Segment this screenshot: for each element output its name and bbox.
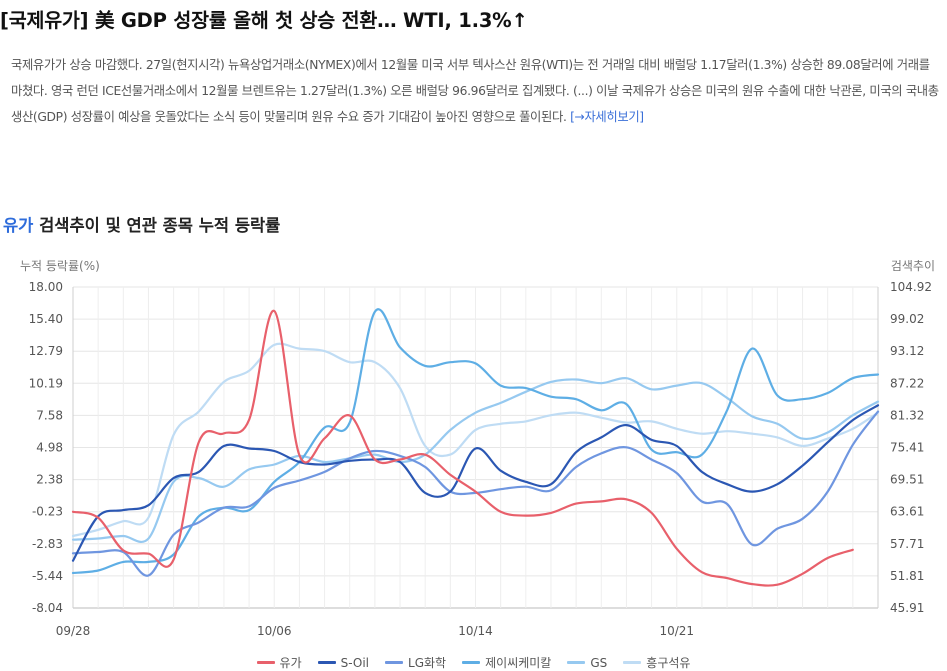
read-more-link[interactable]: [→자세히보기] (570, 110, 644, 124)
chart-legend: 유가 S-Oil LG화학 제이씨케미칼 GS 흥구석유 (0, 653, 947, 671)
right-tick-label: 45.91 (890, 601, 924, 615)
right-axis-title: 검색추이 (890, 259, 935, 273)
section-keyword: 유가 (3, 216, 34, 235)
headline: [국제유가] 美 GDP 성장률 올해 첫 상승 전환… WTI, 1.3%↑ (0, 9, 528, 32)
left-tick-label: -8.04 (32, 601, 63, 615)
right-tick-label: 51.81 (890, 569, 924, 583)
legend-item-1[interactable]: S-Oil (317, 655, 370, 670)
right-tick-label: 75.41 (890, 441, 924, 455)
left-tick-label: 2.38 (36, 473, 63, 487)
left-tick-label: -0.23 (32, 505, 63, 519)
left-tick-label: -2.83 (32, 537, 63, 551)
legend-item-5[interactable]: 흥구석유 (623, 654, 690, 671)
legend-swatch (256, 661, 275, 664)
series-line-5 (71, 342, 880, 538)
x-tick-label: 10/14 (458, 624, 493, 638)
right-tick-label: 87.22 (890, 376, 924, 390)
section-title-text: 검색추이 및 연관 종목 누적 등락률 (33, 216, 281, 235)
left-tick-label: 12.79 (29, 344, 63, 358)
x-tick-label: 10/21 (659, 624, 694, 638)
legend-item-4[interactable]: GS (567, 656, 607, 670)
legend-swatch (385, 661, 404, 664)
x-tick-label: 10/06 (257, 624, 292, 638)
section-title: 유가 검색추이 및 연관 종목 누적 등락률 (3, 212, 280, 236)
legend-swatch (317, 661, 336, 664)
right-tick-label: 93.12 (890, 344, 924, 358)
legend-item-3[interactable]: 제이씨케미칼 (462, 654, 551, 671)
left-tick-label: 7.58 (36, 408, 63, 422)
legend-swatch (623, 661, 642, 664)
legend-label: 유가 (279, 656, 302, 670)
left-tick-label: 15.40 (29, 312, 63, 326)
left-tick-label: 10.19 (29, 376, 63, 390)
left-axis-title: 누적 등락률(%) (20, 259, 100, 273)
legend-label: 흥구석유 (646, 656, 691, 670)
legend-label: LG화학 (408, 656, 447, 670)
right-tick-label: 69.51 (890, 473, 924, 487)
left-tick-label: 4.98 (36, 441, 63, 455)
right-tick-label: 81.32 (890, 408, 924, 422)
series-line-4 (71, 377, 880, 544)
axis-ticks: 18.00 104.92 15.40 99.02 12.79 93.12 10.19 87.2… (29, 280, 932, 638)
left-tick-label: 18.00 (29, 280, 63, 294)
x-tick-label: 09/28 (56, 624, 91, 638)
legend-item-0[interactable]: 유가 (256, 654, 302, 671)
series-line-0 (71, 309, 854, 587)
right-tick-label: 57.71 (890, 537, 924, 551)
right-tick-label: 104.92 (890, 280, 932, 294)
legend-label: 제이씨케미칼 (485, 656, 552, 670)
series-line-3 (71, 308, 880, 575)
right-tick-label: 99.02 (890, 312, 924, 326)
series-lines (71, 308, 880, 587)
article-summary: 국제유가가 상승 마감했다. 27일(현지시각) 뉴욕상업거래소(NYMEX)에… (11, 52, 943, 130)
series-line-1 (71, 404, 880, 562)
legend-item-2[interactable]: LG화학 (385, 654, 446, 671)
legend-swatch (567, 661, 586, 664)
line-chart: 18.00 104.92 15.40 99.02 12.79 93.12 10.19 87.2… (29, 280, 932, 638)
gridlines (72, 286, 879, 609)
legend-label: GS (590, 655, 608, 670)
legend-label: S-Oil (340, 655, 370, 670)
left-tick-label: -5.44 (32, 569, 63, 583)
right-tick-label: 63.61 (890, 505, 924, 519)
legend-swatch (462, 661, 481, 664)
article-body: 국제유가가 상승 마감했다. 27일(현지시각) 뉴욕상업거래소(NYMEX)에… (11, 58, 939, 124)
